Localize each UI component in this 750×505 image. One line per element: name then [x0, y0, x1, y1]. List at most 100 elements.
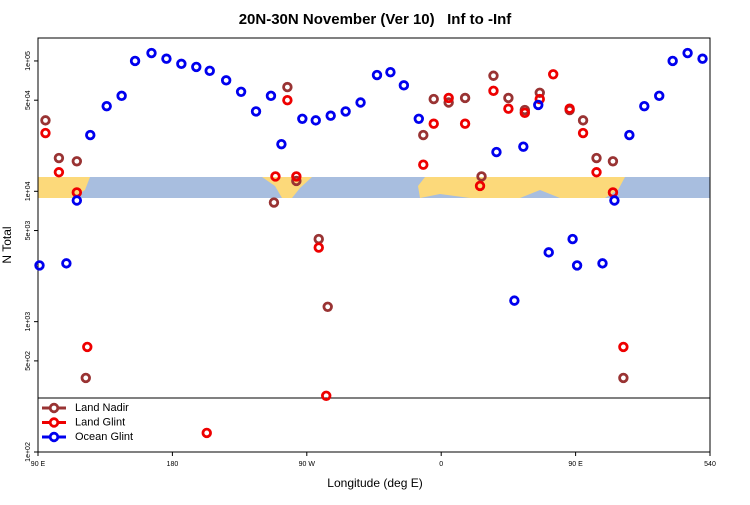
land: [38, 177, 90, 198]
point: [476, 171, 487, 182]
point: [548, 69, 559, 80]
point: [291, 171, 302, 182]
x-tick-label: 0: [439, 461, 443, 468]
point: [176, 58, 187, 70]
map-strip: [38, 177, 710, 198]
point: [291, 175, 302, 187]
point: [321, 390, 332, 401]
point: [488, 70, 499, 81]
x-tick-label: 180: [167, 461, 179, 468]
plot-frame: [37, 37, 711, 453]
point: [459, 92, 471, 104]
point: [591, 152, 602, 164]
point: [129, 55, 141, 67]
point: [667, 55, 678, 67]
point: [220, 75, 232, 86]
point: [371, 69, 383, 81]
legend-label: Land Nadir: [75, 402, 129, 414]
point: [297, 113, 308, 124]
point: [276, 138, 287, 150]
x-tick-label: 90 E: [31, 461, 46, 468]
point: [534, 93, 545, 105]
y-tick-label: 1e+05: [25, 51, 32, 71]
x-tick-label: 540: [704, 461, 716, 468]
y-tick-label: 1e+02: [25, 442, 32, 462]
point: [53, 167, 65, 178]
point: [71, 156, 83, 167]
point: [571, 260, 583, 271]
point: [71, 195, 83, 206]
point: [418, 129, 429, 141]
point: [564, 103, 575, 114]
point: [413, 113, 424, 124]
y-tick-label: 1e+03: [25, 312, 32, 332]
point: [443, 97, 454, 108]
point: [488, 85, 499, 97]
legend-label: Land Glint: [75, 416, 125, 428]
point: [597, 258, 608, 269]
point: [101, 100, 112, 112]
point: [355, 97, 366, 108]
point: [282, 94, 293, 106]
point: [682, 47, 693, 59]
point: [282, 81, 293, 93]
point: [398, 80, 410, 91]
point: [491, 146, 502, 158]
point: [34, 260, 45, 271]
point: [618, 341, 629, 353]
point: [503, 103, 514, 114]
legend-marker: [48, 417, 60, 428]
point: [40, 115, 51, 126]
point: [624, 129, 635, 141]
point: [518, 141, 529, 152]
y-tick-label: 5e+02: [25, 351, 32, 371]
point: [61, 258, 72, 269]
chart-title: 20N-30N November (Ver 10) Inf to -Inf: [239, 11, 513, 28]
point: [191, 61, 202, 73]
point: [313, 242, 324, 253]
point: [325, 110, 336, 121]
point: [428, 93, 439, 105]
y-axis-title: N Total: [0, 226, 14, 263]
point: [270, 171, 281, 182]
point: [235, 86, 247, 97]
point: [201, 427, 212, 439]
point: [618, 372, 629, 384]
point: [591, 167, 602, 178]
legend-marker: [48, 402, 60, 414]
point: [639, 100, 650, 112]
y-tick-label: 1e+04: [25, 181, 32, 201]
point: [503, 92, 514, 104]
point: [204, 65, 215, 77]
point: [543, 247, 554, 258]
x-tick-label: 90 W: [299, 461, 316, 468]
point: [385, 66, 396, 78]
land: [418, 177, 625, 198]
point: [567, 233, 578, 245]
point: [428, 118, 439, 129]
point: [310, 115, 321, 126]
point: [53, 152, 65, 164]
point: [519, 107, 531, 119]
point: [577, 127, 589, 139]
x-axis-title: Longitude (deg E): [327, 476, 422, 490]
point: [533, 99, 544, 111]
point: [80, 372, 91, 384]
x-tick-label: 90 E: [568, 461, 583, 468]
point: [697, 53, 708, 64]
point: [459, 118, 471, 129]
point: [268, 197, 280, 208]
point: [116, 90, 127, 102]
point: [474, 180, 486, 192]
y-tick-label: 5e+03: [25, 221, 32, 241]
point: [418, 159, 429, 170]
point: [654, 90, 665, 102]
point: [340, 106, 351, 117]
point: [82, 341, 93, 353]
y-tick-label: 5e+04: [25, 90, 32, 110]
point: [322, 301, 333, 312]
point: [146, 47, 157, 59]
point: [85, 129, 96, 141]
